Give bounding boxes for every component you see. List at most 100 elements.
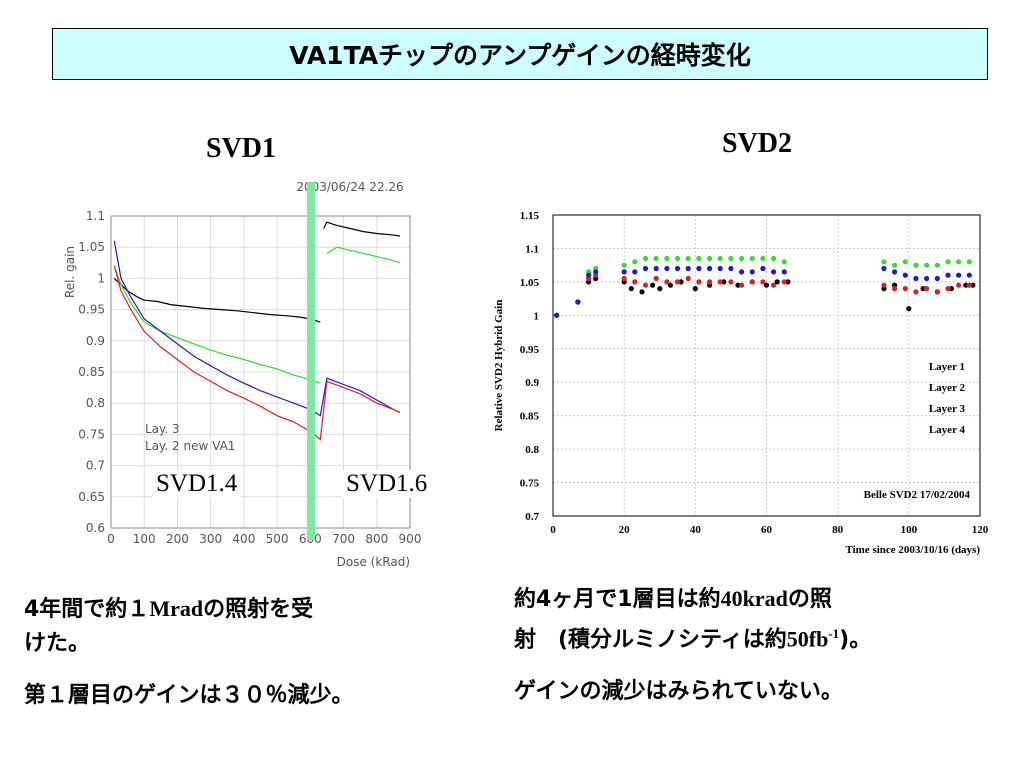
- data-point-layer-3: [913, 262, 919, 268]
- y-axis-label: Relative SVD2 Hybrid Gain: [493, 300, 505, 432]
- svd2-heading: SVD2: [722, 128, 793, 159]
- y-tick-label: 0.9: [525, 377, 539, 389]
- data-point-layer-1: [667, 282, 673, 288]
- y-tick-label: 1: [534, 310, 540, 322]
- data-point-layer-4: [664, 265, 670, 272]
- y-tick-label: 1.05: [78, 240, 105, 254]
- svd1-text-line1: 4年間で約１Mradの照射を受: [24, 596, 314, 622]
- data-point-layer-4: [881, 265, 887, 272]
- y-tick-label: 0.6: [86, 521, 105, 535]
- svd1-gain-chart: 01002003004005006007008009000.60.650.70.…: [63, 180, 422, 569]
- y-tick-label: 0.85: [78, 365, 105, 379]
- data-point-layer-3: [685, 255, 691, 262]
- data-point-layer-4: [749, 269, 755, 275]
- data-point-layer-3: [621, 262, 627, 268]
- data-point-layer-2: [749, 279, 755, 285]
- y-tick-label: 0.7: [86, 459, 105, 473]
- data-point-layer-4: [892, 269, 898, 275]
- data-point-layer-2: [707, 279, 713, 285]
- data-point-layer-1: [785, 279, 791, 285]
- data-point-layer-3: [717, 255, 723, 262]
- data-point-layer-2: [632, 279, 638, 285]
- data-point-layer-4: [717, 265, 723, 272]
- y-tick-label: 0.85: [520, 411, 540, 423]
- svd-divider-bar: [307, 182, 315, 540]
- y-tick-label: 1.1: [525, 243, 539, 255]
- data-point-layer-4: [685, 265, 691, 272]
- data-point-layer-4: [632, 269, 638, 275]
- data-point-layer-3: [739, 255, 745, 262]
- data-point-layer-3: [771, 255, 777, 262]
- data-point-layer-1: [774, 279, 780, 285]
- legend-entry: Layer 1: [929, 361, 965, 373]
- series-line-blue: [113, 240, 401, 417]
- y-tick-label: 1.15: [520, 210, 540, 222]
- data-point-layer-4: [760, 265, 766, 272]
- data-point-layer-4: [621, 269, 627, 275]
- data-point-layer-2: [717, 279, 723, 285]
- data-point-layer-3: [945, 259, 951, 265]
- svd2-text-line1: 約4ヶ月で1層目は約40kradの照: [514, 586, 832, 612]
- x-axis-label: Time since 2003/10/16 (days): [845, 544, 980, 556]
- data-point-layer-4: [728, 265, 734, 272]
- series-line-black: [113, 221, 401, 323]
- y-tick-label: 1.1: [86, 209, 105, 223]
- data-point-layer-2: [674, 279, 681, 285]
- data-point-layer-3: [924, 262, 930, 268]
- x-tick-label: 200: [166, 532, 189, 546]
- chart-date-label: 2003/06/24 22.26: [296, 180, 403, 194]
- data-point-layer-4: [781, 269, 787, 275]
- svd1-text-line2: けた。: [24, 631, 91, 656]
- x-tick-label: 0: [107, 532, 115, 546]
- legend-entry: Layer 3: [929, 403, 966, 415]
- data-point-layer-4: [902, 272, 908, 278]
- legend-entry: Layer 4: [929, 424, 966, 436]
- x-tick-label: 0: [550, 524, 556, 536]
- y-tick-label: 0.7: [525, 511, 539, 523]
- data-point-layer-2: [892, 286, 898, 292]
- data-point-layer-3: [781, 259, 787, 265]
- data-point-layer-2: [881, 282, 887, 288]
- data-point-layer-4: [913, 275, 919, 282]
- slide-title: VA1TAチップのアンプゲインの経時変化: [52, 28, 988, 80]
- data-point-layer-1: [721, 279, 727, 285]
- legend-entry: Layer 2: [929, 382, 966, 394]
- x-tick-label: 40: [690, 524, 702, 536]
- data-point-layer-4: [924, 275, 930, 282]
- data-point-layer-3: [674, 255, 681, 262]
- data-point-layer-2: [913, 289, 919, 295]
- data-point-layer-4: [554, 312, 560, 318]
- data-point-layer-2: [728, 279, 734, 285]
- chart-footnote: Belle SVD2 17/02/2004: [864, 489, 971, 501]
- data-point-layer-3: [902, 259, 908, 265]
- data-point-layer-4: [739, 269, 745, 275]
- data-point-layer-4: [653, 265, 659, 272]
- data-point-layer-4: [934, 275, 940, 282]
- x-tick-label: 20: [619, 524, 631, 536]
- x-tick-label: 60: [761, 524, 773, 536]
- data-point-layer-1: [970, 282, 976, 288]
- data-point-layer-1: [906, 306, 912, 312]
- data-point-layer-2: [781, 279, 787, 285]
- data-point-layer-3: [966, 259, 972, 265]
- data-point-layer-3: [934, 262, 940, 268]
- svd2-text-line3: ゲインの減少はみられていない。: [514, 679, 843, 705]
- y-tick-label: 1.05: [520, 277, 540, 289]
- data-point-layer-2: [642, 282, 649, 288]
- y-tick-label: 0.8: [525, 444, 539, 456]
- y-tick-label: 0.95: [78, 303, 105, 317]
- data-point-layer-4: [966, 272, 972, 278]
- data-point-layer-3: [956, 259, 962, 265]
- x-tick-label: 900: [399, 532, 422, 546]
- legend-lay3: Lay. 3: [145, 422, 180, 436]
- y-tick-label: 0.75: [78, 427, 105, 441]
- series-line-red: [113, 265, 401, 441]
- data-point-layer-2: [934, 289, 940, 295]
- x-axis-label: Dose (kRad): [337, 555, 410, 569]
- x-tick-label: 400: [232, 532, 255, 546]
- x-tick-label: 80: [832, 524, 844, 536]
- svd1-description: 4年間で約１Mradの照射を受 けた。 第１層目のゲインは３０％減少。: [24, 592, 464, 713]
- data-point-layer-4: [696, 265, 702, 272]
- data-point-layer-2: [956, 282, 962, 288]
- data-point-layer-3: [696, 255, 702, 262]
